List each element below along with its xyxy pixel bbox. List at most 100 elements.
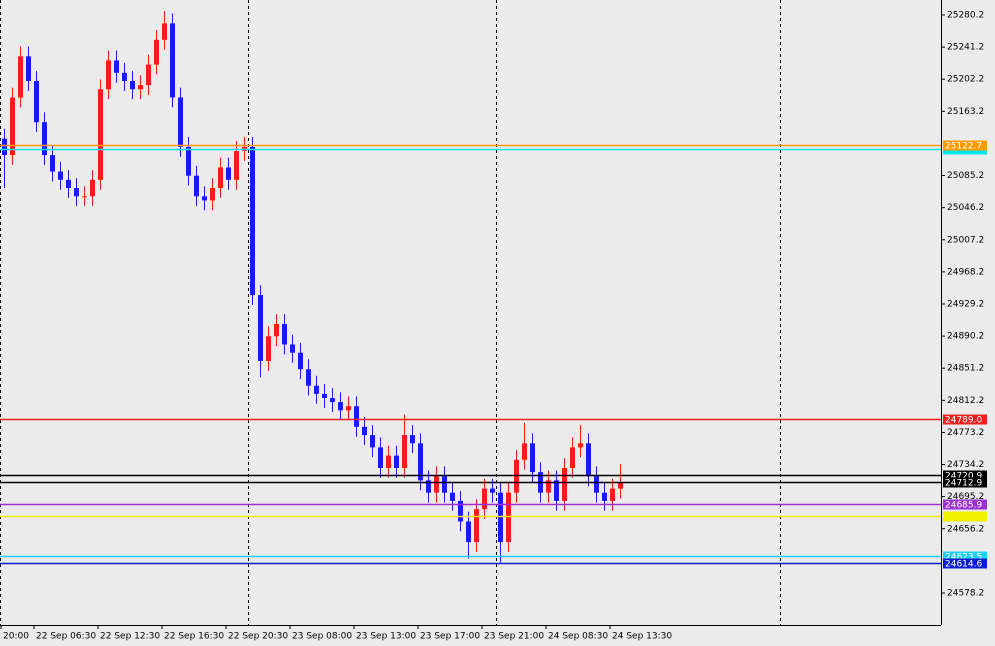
candle-body [458,500,463,522]
price-level-label: 24614.6 [945,560,982,570]
candle-body [426,480,431,493]
price-level-tag [943,511,987,522]
candle-body [210,188,215,201]
candle-body [498,492,503,543]
candle-body [330,398,335,403]
candle-body [114,60,119,73]
candle-body [234,151,239,180]
price-level-tag [943,477,987,488]
x-tick-label: 23 Sep 17:00 [420,632,480,642]
candle-body [386,455,391,468]
candle-body [586,443,591,477]
price-level-tag [943,140,987,151]
y-tick-label: 24851.2 [947,364,984,374]
candle-body [226,167,231,180]
candle-body [18,56,23,98]
price-level-tag [943,414,987,425]
price-level-label: 24789.0 [945,416,982,426]
candle-body [442,476,447,493]
x-tick-label: 22 Sep 16:30 [164,632,224,642]
x-tick-label: 24 Sep 13:30 [612,632,672,642]
candle-body [530,443,535,473]
candle-body [266,336,271,361]
candle-body [314,385,319,394]
candle-body [290,344,295,353]
candle-body [154,39,159,65]
y-tick-label: 24968.2 [947,267,984,277]
candle-body [490,488,495,493]
candle-body [346,406,351,411]
candle-body [410,435,415,444]
price-level-label: 24685.9 [945,501,982,511]
candle-body [66,179,71,189]
y-tick-label: 24812.2 [947,396,984,406]
candle-body [602,492,607,501]
candle-body [2,138,7,156]
candle-body [362,426,367,436]
candle-body [34,81,39,123]
candle-body [466,521,471,543]
candle-body [130,81,135,90]
candle-body [58,171,63,180]
x-tick-label: 22 Sep 06:30 [36,632,96,642]
candle-body [594,476,599,493]
y-tick-label: 24578.2 [947,588,984,598]
candle-body [402,435,407,468]
price-level-tag [943,499,987,510]
x-tick-label: 23 Sep 08:00 [292,632,352,642]
candle-body [378,447,383,468]
price-level-tag [943,470,987,481]
candle-body [554,480,559,501]
y-tick-label: 24656.2 [947,524,984,534]
candle-body [42,122,47,156]
candle-body [434,476,439,493]
candle-body [562,467,567,501]
candle-body [202,196,207,201]
y-tick-label: 25163.2 [947,107,984,117]
plot-area [0,0,941,625]
x-tick-label: 22 Sep 20:30 [228,632,288,642]
candle-body [618,482,623,489]
candle-body [186,146,191,176]
price-level-label: 24720.9 [945,472,982,482]
candle-body [338,402,343,411]
candle-body [26,56,31,82]
candle-body [610,488,615,501]
candle-body [138,85,143,90]
candle-body [162,23,167,40]
candle-body [298,352,303,370]
candle-body [522,443,527,460]
x-tick-label: 23 Sep 13:00 [356,632,416,642]
candle-body [322,393,327,399]
candle-body [194,175,199,197]
y-tick-label: 24695.2 [947,492,984,502]
candle-body [122,72,127,82]
y-tick-label: 25241.2 [947,43,984,53]
candle-body [306,369,311,386]
y-tick-label: 25046.2 [947,203,984,213]
candle-body [146,64,151,86]
candle-body [474,509,479,543]
candle-body [90,179,95,197]
candle-body [106,60,111,90]
x-tick-label: 20:00 [3,632,29,642]
y-tick-label: 24773.2 [947,428,984,438]
price-level-label: 24712.9 [945,479,982,489]
candle-body [370,435,375,448]
x-tick-label: 24 Sep 08:30 [548,632,608,642]
candle-body [218,167,223,189]
candle-body [506,492,511,543]
price-level-label: 24623.5 [945,553,982,563]
y-tick-label: 24929.2 [947,299,984,309]
y-tick-label: 25007.2 [947,235,984,245]
candle-body [258,295,263,361]
x-tick-label: 23 Sep 21:00 [484,632,544,642]
candle-body [170,23,175,98]
y-tick-label: 24734.2 [947,460,984,470]
candle-body [578,443,583,448]
price-level-tag [943,558,987,569]
candle-body [50,155,55,172]
candle-body [250,146,255,296]
y-tick-label: 24890.2 [947,332,984,342]
